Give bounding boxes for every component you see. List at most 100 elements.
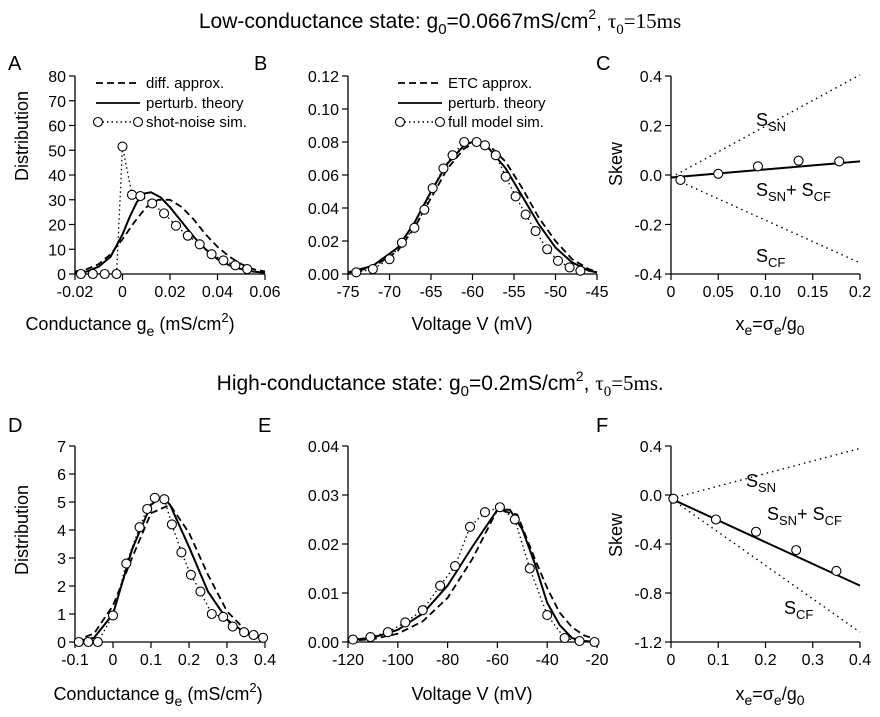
series-a-2-point — [230, 260, 241, 271]
series-b-0-dashed-line — [347, 141, 598, 274]
y-tick-label-b: 0.06 — [308, 168, 339, 185]
series-b-2-point — [510, 191, 521, 202]
x-tick-label-b: -65 — [419, 284, 442, 301]
panel-letter-b: B — [254, 53, 267, 75]
x-tick-label-e: -60 — [486, 652, 509, 669]
series-e-2-point — [464, 521, 476, 532]
y-tick-label-a: 80 — [48, 69, 66, 86]
y-tick-label-a: 30 — [48, 193, 66, 210]
x-tick-label-b: -50 — [544, 284, 567, 301]
series-f-3-point — [750, 526, 762, 537]
y-tick-label-b: 0.02 — [308, 234, 339, 251]
y-tick-label-c: -0.2 — [634, 218, 662, 235]
series-c-3-point — [793, 155, 804, 166]
series-b-2-point — [520, 209, 531, 220]
series-b-2-point — [542, 244, 553, 255]
series-e-2-point — [509, 514, 520, 525]
x-tick-label-d: 0.3 — [216, 652, 238, 669]
y-tick-label-c: 0.2 — [640, 119, 662, 136]
series-c-3-point — [713, 168, 724, 179]
series-f-2-solid-line — [670, 497, 861, 587]
x-tick-label-f: 0.4 — [849, 652, 871, 669]
y-tick-label-b: 0.10 — [308, 102, 339, 119]
series-e-2-dotted-line — [352, 506, 595, 643]
y-tick-label-c: -0.4 — [634, 267, 662, 284]
series-c-3-point — [675, 174, 686, 185]
x-tick-label-e: -120 — [332, 652, 364, 669]
series-e-2-point — [559, 633, 570, 644]
series-d-2-point — [107, 610, 119, 621]
series-c-3-point — [834, 156, 845, 167]
series-b-2-point — [419, 204, 430, 215]
series-e-2-point — [382, 627, 393, 638]
legend-a-marker-right — [132, 116, 144, 128]
series-d-2-point — [149, 492, 160, 503]
title-high-conductance: High-conductance state: g0=0.2mS/cm2, τ0… — [217, 368, 664, 400]
series-f-3-point — [791, 545, 802, 556]
y-tick-label-d: 3 — [57, 551, 66, 568]
series-d-2-point — [248, 629, 259, 641]
series-e-0-dashed-line — [347, 508, 598, 642]
x-tick-label-c: 0.05 — [703, 284, 734, 301]
legend-b-item-0: ETC approx. — [448, 75, 532, 92]
series-b-2-point — [427, 183, 438, 194]
y-tick-label-e: 0.01 — [308, 586, 339, 603]
legend-a: diff. approx. perturb. theory shot-noise… — [92, 75, 247, 131]
y-tick-label-d: 5 — [57, 495, 66, 512]
series-a-2-point — [135, 190, 146, 202]
annotation-ssn-f: SSN — [746, 471, 776, 495]
series-b-2-point — [351, 267, 362, 278]
x-tick-label-a: 0 — [118, 284, 127, 301]
series-a-2-point — [111, 268, 122, 280]
series-e-2-point — [494, 502, 505, 513]
x-tick-label-e: -40 — [536, 652, 559, 669]
x-tick-label-f: 0.1 — [707, 652, 729, 669]
y-tick-label-b: 0.04 — [308, 201, 339, 218]
series-a-2-point — [182, 230, 193, 241]
y-tick-label-d: 4 — [57, 523, 66, 540]
x-tick-label-b: -75 — [336, 284, 359, 301]
x-tick-label-c: 0.2 — [849, 284, 871, 301]
series-d-2-point — [185, 569, 196, 580]
xlabel-conductance-d: Conductance ge (mS/cm2) — [53, 680, 262, 709]
series-b-2-point — [384, 254, 395, 265]
x-tick-label-a: 0.06 — [249, 284, 280, 301]
y-tick-label-d: 0 — [57, 635, 66, 652]
ylabel-skew-f: Skew — [606, 512, 626, 557]
xlabel-conductance-a: Conductance ge (mS/cm2) — [25, 310, 234, 339]
series-a-2-point — [147, 198, 158, 209]
legend-b-marker-right — [434, 116, 446, 128]
xlabel-xe-c: xe=σe/g0 — [735, 314, 804, 338]
series-d-2-point — [239, 627, 250, 638]
plot-e: -120 -100 -80 -60 -40 -20 0.00 0.01 0.02 0.03 0.04 — [308, 439, 609, 669]
series-c-2-solid-line — [670, 160, 861, 179]
series-e-2-point — [589, 636, 600, 648]
x-tick-label-e: -100 — [382, 652, 414, 669]
series-d-2-point — [227, 621, 238, 632]
x-tick-label-d: 0.2 — [178, 652, 200, 669]
series-a-2-dotted-line — [80, 146, 248, 275]
x-tick-label-f: 0.3 — [802, 652, 824, 669]
series-d-2-point — [176, 547, 187, 558]
y-tick-label-a: 50 — [48, 143, 66, 160]
y-tick-label-b: 0.12 — [308, 69, 339, 86]
x-tick-label-d: 0.4 — [254, 652, 276, 669]
series-d-2-point — [159, 494, 170, 505]
y-tick-label-c: 0.0 — [640, 168, 662, 185]
series-a-2-point — [75, 268, 86, 280]
series-b-2-point — [490, 150, 501, 161]
series-d-2-point — [166, 519, 177, 530]
y-tick-label-e: 0.04 — [308, 439, 339, 456]
series-f-3-point — [831, 565, 842, 577]
series-e-2-point — [524, 563, 535, 574]
x-tick-label-f: 0 — [667, 652, 676, 669]
x-tick-label-c: 0.10 — [750, 284, 781, 301]
series-f-3-point — [710, 514, 721, 525]
y-tick-label-f: 0.0 — [640, 488, 662, 505]
x-tick-label-c: 0.15 — [797, 284, 828, 301]
series-e-2-point — [450, 560, 461, 572]
series-e-2-point — [574, 635, 585, 647]
x-tick-label-a: 0.04 — [202, 284, 233, 301]
legend-b-item-2: full model sim. — [448, 114, 544, 131]
